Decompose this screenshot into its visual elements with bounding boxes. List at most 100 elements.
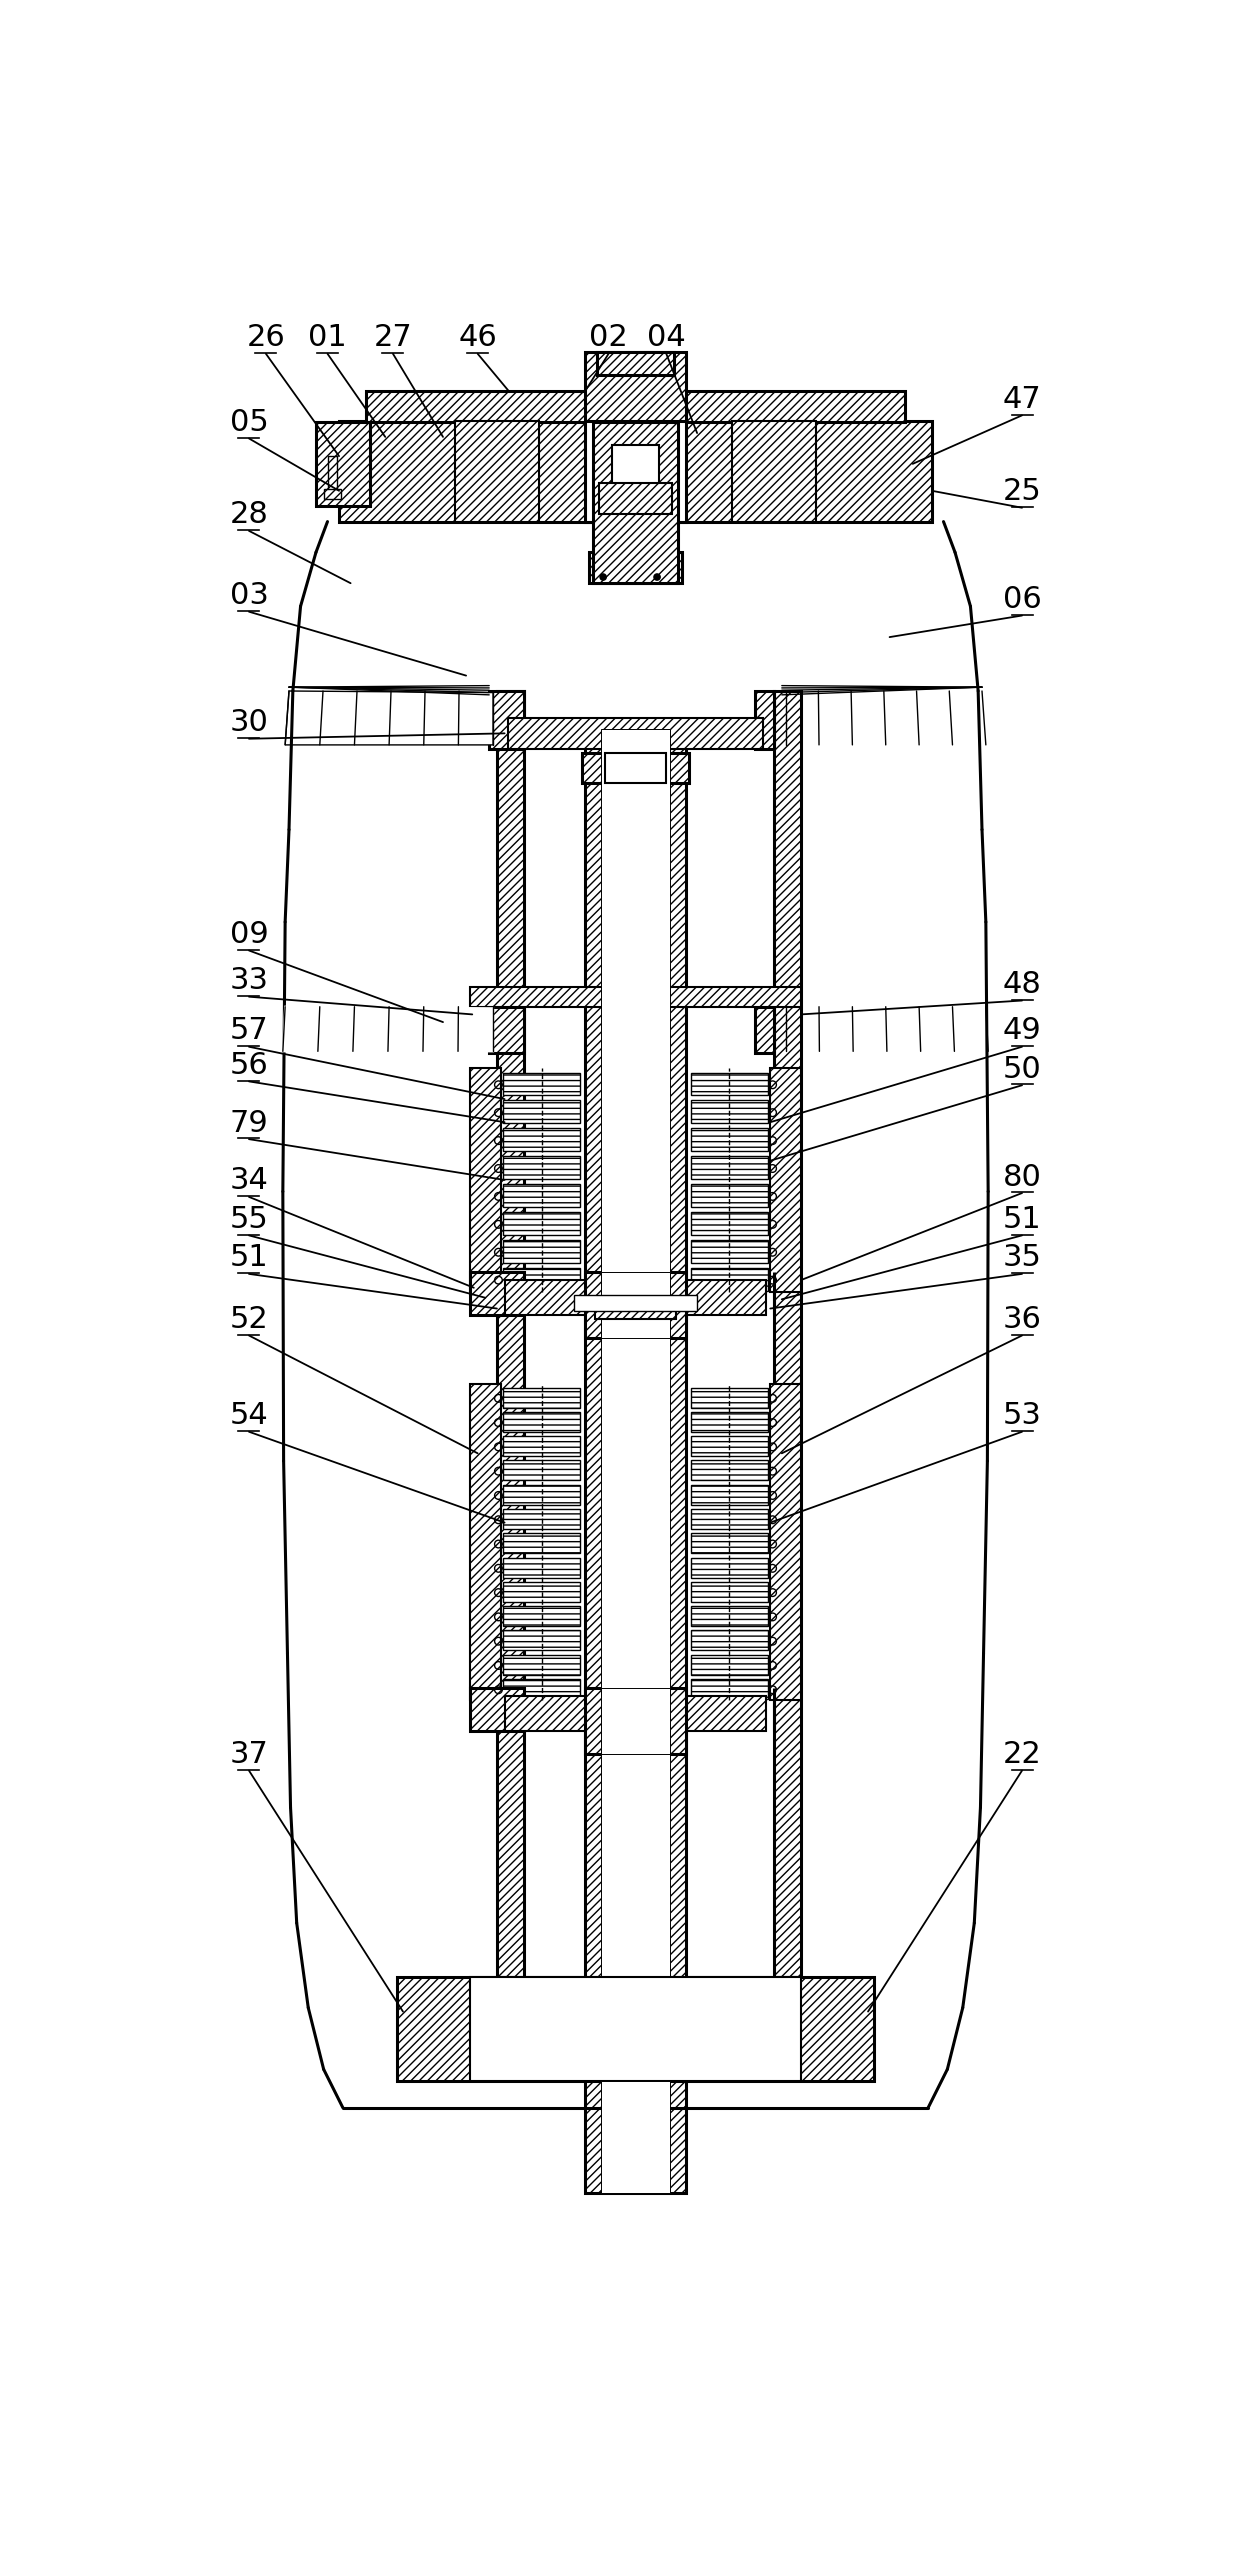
Bar	[691, 1102, 768, 1125]
Bar	[585, 1272, 686, 1339]
Bar	[691, 1678, 768, 1698]
Bar	[503, 1387, 580, 1408]
Text: 33: 33	[229, 966, 268, 995]
Bar	[470, 1272, 523, 1316]
Text: 36: 36	[1003, 1306, 1042, 1334]
Bar	[470, 1385, 501, 1701]
Text: 51: 51	[229, 1244, 268, 1272]
Text: 25: 25	[1003, 477, 1042, 507]
Bar	[327, 456, 337, 495]
Bar	[613, 444, 658, 507]
Bar	[691, 1436, 768, 1456]
Bar	[503, 1678, 580, 1698]
Bar	[503, 1655, 580, 1675]
Text: 37: 37	[229, 1739, 268, 1770]
Bar	[503, 1074, 580, 1096]
Bar	[770, 1385, 801, 1701]
Bar	[605, 752, 666, 783]
Bar	[585, 421, 686, 523]
Bar	[601, 729, 670, 2081]
Bar	[691, 1155, 768, 1178]
Text: 46: 46	[459, 324, 497, 352]
Text: 28: 28	[229, 500, 268, 530]
Bar	[599, 482, 672, 515]
Bar	[593, 421, 678, 584]
Text: 57: 57	[229, 1017, 268, 1046]
Text: 34: 34	[229, 1165, 268, 1196]
Bar	[691, 1239, 768, 1262]
Bar	[691, 1484, 768, 1504]
Bar	[503, 1581, 580, 1601]
Bar	[691, 1211, 768, 1234]
Bar	[755, 691, 774, 750]
Bar	[691, 1074, 768, 1096]
Bar	[339, 421, 932, 523]
Bar	[585, 352, 686, 421]
Bar	[503, 1606, 580, 1627]
Text: 06: 06	[1003, 584, 1042, 615]
Bar	[691, 1387, 768, 1408]
Bar	[691, 1267, 768, 1290]
Bar	[574, 1295, 697, 1311]
Bar	[755, 1007, 774, 1053]
Bar	[503, 1461, 580, 1482]
Bar	[503, 1413, 580, 1431]
Text: 26: 26	[247, 324, 285, 352]
Text: 09: 09	[229, 921, 268, 949]
Bar	[503, 1183, 580, 1206]
Bar	[503, 1267, 580, 1290]
Bar	[490, 691, 523, 750]
Bar	[503, 1130, 580, 1150]
Bar	[503, 1510, 580, 1530]
Text: 79: 79	[229, 1109, 268, 1137]
Bar	[691, 1581, 768, 1601]
Bar	[582, 752, 689, 783]
Bar	[732, 421, 816, 523]
Circle shape	[653, 574, 661, 581]
Bar	[503, 1533, 580, 1553]
Bar	[497, 691, 523, 1976]
Bar	[601, 2081, 670, 2193]
Bar	[505, 1280, 766, 1316]
Bar	[503, 1155, 580, 1178]
Text: 30: 30	[229, 709, 268, 737]
Bar	[613, 553, 658, 584]
Text: 48: 48	[1003, 969, 1042, 1000]
Bar	[503, 1558, 580, 1578]
Bar	[691, 1183, 768, 1206]
Bar	[505, 1696, 766, 1731]
Bar	[470, 1068, 501, 1293]
Text: 51: 51	[1003, 1204, 1042, 1234]
Text: 52: 52	[229, 1306, 268, 1334]
Bar	[691, 1461, 768, 1482]
Bar	[691, 1510, 768, 1530]
Text: 47: 47	[1003, 385, 1042, 413]
Bar	[470, 1688, 523, 1731]
Text: 35: 35	[1003, 1244, 1042, 1272]
Bar	[691, 1130, 768, 1150]
Bar	[508, 719, 763, 750]
Bar	[585, 2081, 686, 2193]
Polygon shape	[285, 691, 494, 745]
Bar	[470, 987, 801, 1007]
Bar	[691, 1558, 768, 1578]
Bar	[470, 1976, 801, 2081]
Text: 49: 49	[1003, 1017, 1042, 1046]
Bar	[691, 1533, 768, 1553]
Bar	[770, 1068, 801, 1293]
Bar	[691, 1413, 768, 1431]
Text: 22: 22	[1003, 1739, 1042, 1770]
Bar	[324, 490, 341, 497]
Bar	[774, 691, 801, 1976]
Text: 04: 04	[647, 324, 686, 352]
Text: 55: 55	[229, 1204, 268, 1234]
Bar	[691, 1629, 768, 1650]
Bar	[455, 421, 539, 523]
Bar	[585, 1688, 686, 1754]
Text: 50: 50	[1003, 1056, 1042, 1084]
Bar	[503, 1629, 580, 1650]
Text: 80: 80	[1003, 1163, 1042, 1191]
Bar	[589, 553, 682, 584]
Bar	[366, 390, 905, 421]
Bar	[490, 1007, 523, 1053]
